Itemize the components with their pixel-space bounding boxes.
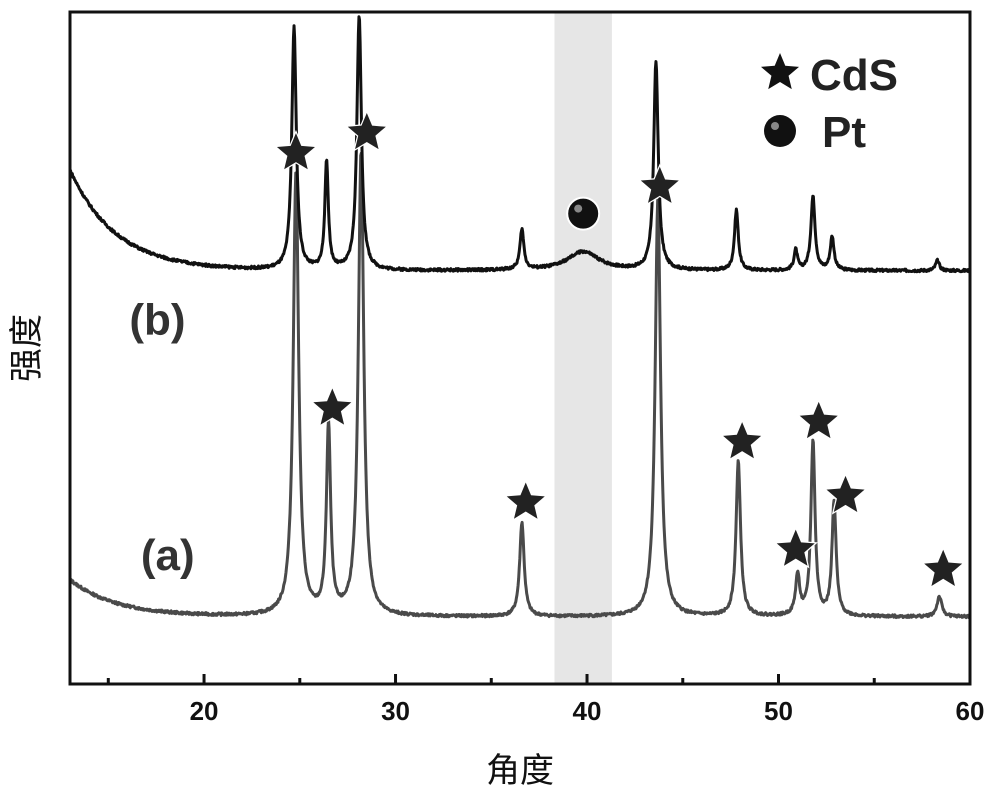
x-tick-label: 40 (573, 696, 602, 726)
cds-star-marker (921, 546, 966, 589)
marker-layer (273, 109, 966, 589)
cds-star-marker (637, 163, 682, 206)
highlight-band (554, 12, 612, 684)
pt-circle-highlight (574, 204, 583, 213)
legend-label-cds: CdS (810, 51, 898, 100)
legend-circle-highlight (771, 122, 779, 130)
plot-frame (68, 10, 972, 686)
series-label-b: (b) (129, 296, 185, 345)
legend-star-icon (760, 53, 800, 90)
x-axis-title: 角度 (486, 751, 554, 791)
cds-star-marker (796, 398, 841, 441)
cds-star-marker (773, 526, 818, 569)
series-line-b (68, 15, 972, 274)
cds-star-marker (503, 479, 548, 522)
x-axis: 20 30 40 50 60 (106, 674, 985, 726)
cds-star-marker (720, 418, 765, 461)
pt-circle-marker (566, 196, 601, 231)
cds-star-marker (310, 385, 355, 428)
series-label-a: (a) (141, 531, 195, 580)
series-line-a (68, 151, 971, 620)
cds-star-marker (344, 109, 389, 152)
legend-star-shape (760, 53, 800, 90)
legend-label-pt: Pt (822, 108, 866, 157)
x-tick-label: 30 (381, 696, 410, 726)
cds-star-marker (273, 129, 319, 172)
cds-star-marker (823, 472, 868, 515)
x-tick-label: 20 (190, 696, 219, 726)
y-axis-title: 强度 (7, 314, 47, 382)
legend-circle-icon (764, 115, 796, 147)
series-layer (68, 15, 972, 620)
x-tick-label: 60 (956, 696, 985, 726)
series-labels: (a) (b) (129, 296, 194, 580)
x-tick-label: 50 (764, 696, 793, 726)
legend: CdS Pt (760, 51, 898, 157)
legend-circle-shape (764, 115, 796, 147)
